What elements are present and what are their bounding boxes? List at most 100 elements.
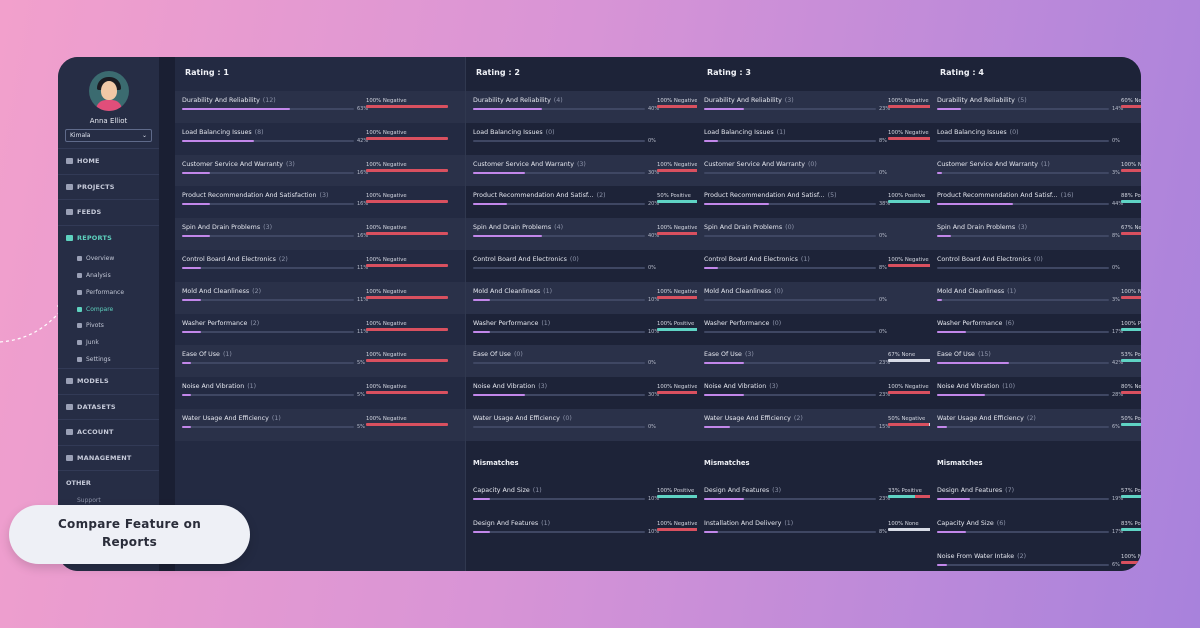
sidebar-item-management[interactable]: MANAGEMENT [58,444,159,471]
feature-name: Washer Performance [473,319,539,327]
feature-row[interactable]: Product Recommendation And Satisfaction(… [175,186,465,218]
feature-row[interactable]: Washer Performance (2) 11% 100% Negative [175,314,465,346]
feature-label: Water Usage And Efficiency (2) [937,415,1036,422]
sidebar-subitem-compare[interactable]: Compare [58,301,159,318]
sentiment-label: 50% Positive [657,193,691,200]
feature-label: Product Recommendation And Satisf... (2) [473,192,606,199]
feature-row[interactable]: Noise From Water Intake(2) 6%100% Negativ… [930,547,1141,571]
sidebar-subitem-performance[interactable]: Performance [58,284,159,301]
sidebar-subitem-pivots[interactable]: Pivots [58,318,159,335]
feature-row[interactable]: Control Board And Electronics (0) 0% [466,250,697,282]
sentiment-bar [888,136,970,140]
feature-row[interactable]: Water Usage And Efficiency (2) 15% 50% Nega… [697,408,970,441]
feature-row[interactable]: Design And Features(7) 19%57% Positive [930,481,1141,514]
feature-row[interactable]: Water Usage And Efficiency (1) 5% 100% Nega… [175,408,465,441]
feature-label: Product Recommendation And Satisfaction(… [182,192,328,199]
feature-row[interactable]: Mold And Cleanliness (1) 10% 100% Negative [466,281,739,314]
feature-count: (0) [1033,255,1043,263]
feature-share-percent: 23% [879,495,891,502]
feature-row[interactable]: Mold And Cleanliness (2) 11% 100% Negative [175,281,465,314]
feature-label: Capacity And Size (1) [473,487,542,494]
feature-name: Spin And Drain Problems [182,224,261,232]
feature-row[interactable]: Load Balancing Issues (0) 0% [466,123,697,155]
sidebar-item-feeds[interactable]: FEEDS [58,199,159,225]
feature-row[interactable]: Water Usage And Efficiency (0) 0% [466,408,697,441]
feature-row[interactable]: Spin And Drain Problems (0) 0% [697,218,930,250]
feature-row[interactable]: Noise And Vibration (3) 23% 100% Negative [697,377,970,409]
feature-label: Spin And Drain Problems (4) [473,224,563,231]
feature-row[interactable]: Mold And Cleanliness (0) 0% [697,281,930,314]
feature-name: Ease Of Use [937,351,975,359]
sidebar-subitem-analysis[interactable]: Analysis [58,267,159,284]
feature-row[interactable]: Capacity And Size(6) 17%83% Positive [930,514,1141,547]
sidebar-item-projects[interactable]: PROJECTS [58,173,159,200]
feature-row[interactable]: Ease Of Use (3) 23% 67% None [697,345,970,378]
feature-row[interactable]: Design And Features (3) 23% 33% Positive [697,481,970,514]
feature-row[interactable]: Installation And Delivery (1) 8% 100% None [697,514,970,547]
feature-row[interactable]: Ease Of Use (1) 5% 100% Negative [175,345,465,378]
feature-row[interactable]: Washer Performance (1) 10% 100% Positive [466,314,739,346]
feature-row[interactable]: Load Balancing Issues (0) 0% [930,123,1141,155]
reports-icon [66,235,73,242]
feature-name: Product Recommendation And Satisfaction [182,192,317,200]
feature-row[interactable]: Control Board And Electronics (0) 0% [930,250,1141,282]
feature-row[interactable]: Noise And Vibration (1) 5% 100% Negative [175,377,465,409]
feature-row[interactable]: Durability And Reliability (4) 40% 100% Neg… [466,91,739,123]
feature-row[interactable]: Load Balancing Issues (1) 8% 100% Negative [697,123,970,155]
sidebar-item-datasets[interactable]: DATASETS [58,393,159,420]
sentiment-bar [366,263,448,267]
feature-row[interactable]: Washer Performance (0) 0% [697,314,930,346]
feature-row[interactable]: Customer Service And Warranty (3) 30% 100% … [466,154,739,187]
feature-row[interactable]: Spin And Drain Problems (3) 16% 100% Negati… [175,218,465,250]
sentiment-bar [1121,232,1141,236]
feature-share-track [704,425,876,428]
feature-row[interactable]: Customer Service And Warranty (3) 16% 100% … [175,154,465,187]
workspace-select[interactable]: Kimala ⌄ [65,129,152,142]
sentiment-label: 100% Negative [366,98,407,104]
sidebar-item-home[interactable]: HOME [58,148,159,174]
feature-row[interactable]: Noise And Vibration(10) 28%80% Negative [930,377,1141,409]
feature-name: Spin And Drain Problems [937,224,1016,232]
feature-row[interactable]: Durability And Reliability(5) 14% 60% Nega… [930,91,1141,123]
feature-row[interactable]: Durability And Reliability (3) 23% 100% Neg… [697,91,970,123]
feature-share-percent: 17% [1112,328,1124,335]
feature-row[interactable]: Ease Of Use(15) 42%53% Positive [930,345,1141,378]
feature-row[interactable]: Durability And Reliability (12) 63% 100% Ne… [175,91,465,123]
feature-row[interactable]: Customer Service And Warranty (0) 0% [697,154,930,187]
feature-row[interactable]: Design And Features (1) 10% 100% Negative [466,514,739,547]
feature-row[interactable]: Control Board And Electronics (1) 8% 100% N… [697,250,970,282]
feature-row[interactable]: Capacity And Size (1) 10% 100% Positive [466,481,739,514]
sidebar-subitem-overview[interactable]: Overview [58,250,159,267]
sentiment-bar [888,263,970,267]
feature-count: (4) [553,97,563,104]
feature-row[interactable]: Ease Of Use (0) 0% [466,345,697,378]
feature-row[interactable]: Spin And Drain Problems(3) 8%67% Negative [930,218,1141,250]
feature-row[interactable]: Mold And Cleanliness(1) 3%100% Negative [930,281,1141,314]
feature-row[interactable]: Water Usage And Efficiency(2) 6%50% Posit… [930,408,1141,441]
feature-row[interactable]: Load Balancing Issues (8) 42% 100% Negative [175,123,465,155]
sentiment-segment-pos [1121,422,1141,426]
feature-row[interactable]: Noise And Vibration (3) 30% 100% Negative [466,377,739,409]
feature-row[interactable]: Product Recommendation And Satisf... (2) 2… [466,186,739,218]
feature-row[interactable]: Washer Performance(6) 17%100% Positive [930,314,1141,346]
feature-row[interactable]: Control Board And Electronics (2) 11% 100% … [175,250,465,282]
sentiment-bar [1121,494,1141,498]
sentiment-label: 100% Positive [657,320,695,327]
feature-row[interactable]: Product Recommendation And Satisf... (5) 3… [697,186,970,218]
feature-row[interactable]: Product Recommendation And Satisf... (16)… [930,186,1141,218]
sidebar-subitem-junk[interactable]: Junk [58,334,159,351]
feature-share-fill [937,235,951,238]
sidebar-item-models[interactable]: MODELS [58,367,159,394]
sidebar-subitem-settings[interactable]: Settings [58,351,159,368]
feature-share-track [182,362,354,365]
feature-row[interactable]: Spin And Drain Problems (4) 40% 100% Negati… [466,218,739,250]
feature-row[interactable]: Customer Service And Warranty (1) 3% 100% N… [930,154,1141,187]
sidebar-item-reports[interactable]: REPORTS [58,224,159,251]
avatar[interactable] [88,71,129,111]
feature-count: (6) [1005,319,1015,327]
feature-count: (2) [252,287,262,295]
feature-share-fill [182,171,210,174]
sidebar-item-support[interactable]: Support [77,497,101,505]
sidebar-item-account[interactable]: ACCOUNT [58,419,159,445]
feature-share-fill [937,530,967,533]
